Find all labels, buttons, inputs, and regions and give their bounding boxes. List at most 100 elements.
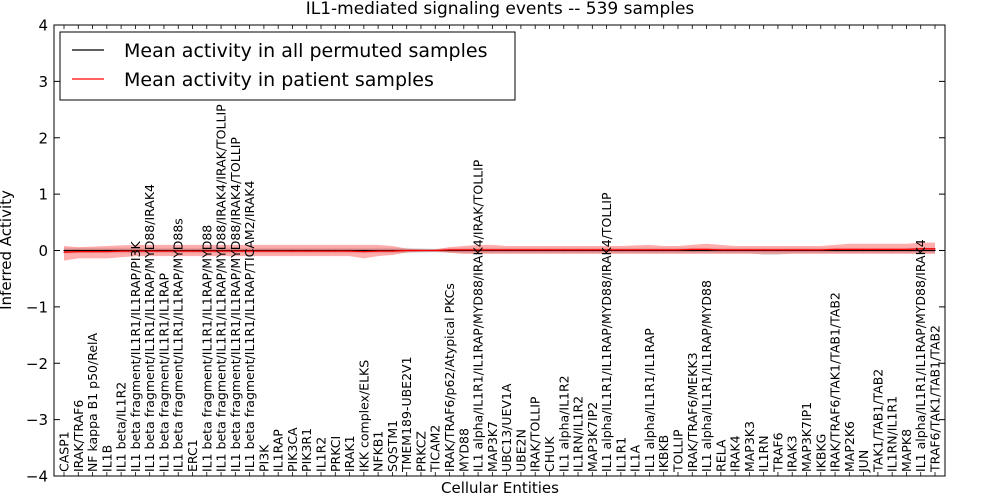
series-0-point-2 — [92, 249, 94, 252]
x-tick-label: JUN — [856, 450, 871, 473]
series-1-point-58 — [891, 248, 893, 250]
series-1-point-10 — [206, 250, 208, 252]
series-1-point-56 — [863, 248, 865, 250]
series-1-point-6 — [149, 250, 151, 252]
series-1-point-18 — [320, 250, 322, 252]
y-tick-label: 4 — [38, 17, 48, 35]
x-tick-label: PRKCI — [328, 436, 343, 472]
series-1-point-24 — [406, 249, 408, 252]
series-1-point-44 — [691, 248, 693, 250]
legend-label-permuted: Mean activity in all permuted samples — [124, 40, 487, 62]
series-1-point-40 — [634, 249, 636, 251]
series-0-point-0 — [63, 249, 65, 252]
legend: Mean activity in all permuted samples Me… — [59, 31, 516, 101]
series-1-point-9 — [191, 250, 194, 252]
series-1-point-38 — [606, 249, 608, 251]
x-tick-label: IL1 alpha/IL1R1/IL1RAP/MYD88/IRAK4 — [913, 239, 928, 472]
series-1-point-52 — [805, 249, 808, 251]
x-tick-label: IL1 beta fragment/IL1R1/IL1RAP/MYD88s — [171, 218, 186, 472]
series-1-point-48 — [748, 249, 751, 251]
x-tick-label: MAP3K3 — [742, 421, 757, 472]
x-tick-label: PRKCZ — [414, 431, 429, 472]
series-1-point-34 — [548, 249, 551, 251]
series-1-point-41 — [648, 249, 651, 251]
x-tick-label: IRAK/TRAF6/p62/Atypical PKCs — [442, 283, 457, 472]
x-tick-label: IL1 beta fragment/IL1R1/IL1RAP/MYD88/IRA… — [214, 104, 229, 472]
series-1-point-35 — [563, 249, 565, 251]
series-0-point-3 — [106, 249, 108, 252]
y-tick-label: 3 — [38, 73, 48, 91]
x-tick-label: IL1 beta fragment/IL1R1/IL1RAP — [157, 272, 172, 472]
series-1-point-28 — [463, 249, 465, 251]
series-1-point-32 — [520, 249, 522, 251]
x-tick-label: IRAK4 — [728, 435, 743, 472]
x-tick-label: IL1RAP — [271, 429, 286, 472]
series-0-point-59 — [905, 249, 908, 252]
series-0-point-55 — [848, 249, 850, 252]
x-tick-label: UBC13/UEV1A — [499, 383, 514, 472]
x-tick-label: IL1 beta fragment/IL1R1/IL1RAP/TICAM2/IR… — [242, 181, 257, 472]
x-tick-label: IL1 alpha/IL1R2 — [556, 375, 571, 472]
series-1-point-27 — [448, 249, 451, 251]
x-tick-label: TRAF6 — [770, 432, 785, 473]
series-1-point-5 — [134, 250, 136, 252]
y-tick-label: 0 — [38, 242, 48, 260]
x-tick-label: MYD88 — [456, 428, 471, 472]
x-tick-label: MAP3K7IP1 — [799, 402, 814, 472]
series-1-point-39 — [620, 249, 622, 251]
x-tick-label: TOLLIP — [671, 429, 686, 473]
x-tick-label: IKBKB — [656, 435, 671, 472]
y-tick-label: 1 — [38, 186, 48, 204]
series-1-point-14 — [263, 250, 265, 252]
y-tick-label: −4 — [26, 468, 48, 486]
x-tick-label: IRAK1 — [342, 435, 357, 472]
x-tick-label: TRAF6/TAK1/TAB1/TAB2 — [928, 325, 943, 473]
x-tick-label: IRAK/TOLLIP — [528, 396, 543, 472]
x-tick-label: IL1 beta fragment/IL1R1/IL1RAP/MYD88/IRA… — [142, 184, 157, 472]
x-tick-label: IRAK/TRAF6/MEKK3 — [685, 352, 700, 472]
legend-box — [59, 31, 516, 101]
series-1-point-42 — [663, 249, 665, 251]
series-1-point-20 — [349, 250, 351, 252]
series-1-point-31 — [506, 249, 508, 251]
series-1-point-13 — [249, 250, 251, 252]
x-tick-label: NF kappa B1 p50/RelA — [85, 333, 100, 473]
x-tick-label: IL1 beta/IL1R2 — [114, 382, 129, 472]
series-1-point-29 — [477, 249, 479, 251]
y-tick-label: −3 — [26, 411, 48, 429]
x-tick-label: IL1RN/IL1R2 — [571, 396, 586, 472]
x-tick-label: IRAK3 — [785, 435, 800, 472]
x-tick-label: IL1 beta fragment/IL1R1/IL1RAP/MYD88/IRA… — [228, 137, 243, 472]
series-1-point-15 — [277, 250, 279, 252]
x-tick-label: PI3K — [256, 444, 271, 472]
series-1-point-60 — [920, 248, 922, 250]
series-1-point-59 — [905, 248, 908, 250]
x-tick-label: ERC1 — [185, 439, 200, 472]
x-tick-label: IL1 beta fragment/IL1R1/IL1RAP/PI3K — [128, 241, 143, 472]
x-tick-label: TMEM189-UBE2V1 — [399, 356, 414, 473]
series-1-point-16 — [291, 250, 294, 252]
x-tick-label: IKBKG — [813, 434, 828, 472]
chart-title: IL1-mediated signaling events -- 539 sam… — [306, 0, 695, 19]
series-0-point-54 — [834, 249, 836, 252]
series-1-point-1 — [77, 251, 79, 253]
series-0-point-44 — [691, 249, 693, 252]
x-tick-label: IKK complex/ELKS — [356, 360, 371, 472]
series-1-point-3 — [106, 251, 108, 253]
series-1-point-53 — [820, 249, 822, 251]
x-tick-label: MAP3K7IP2 — [585, 402, 600, 472]
series-1-point-37 — [591, 249, 593, 251]
series-1-point-43 — [677, 249, 679, 251]
series-1-point-8 — [177, 250, 179, 252]
series-0-point-57 — [877, 249, 879, 252]
x-tick-label: IL1RN/IL1R1 — [885, 396, 900, 472]
x-tick-label: IL1RN — [756, 435, 771, 472]
series-line-1 — [63, 248, 935, 253]
x-tick-label: CHUK — [542, 436, 557, 472]
series-1-point-33 — [534, 249, 536, 251]
y-tick-label: 2 — [38, 129, 48, 147]
x-tick-label: IL1 alpha/IL1R1/IL1RAP/MYD88/IRAK4/IRAK/… — [471, 159, 486, 472]
series-1-point-54 — [834, 248, 836, 250]
x-tick-label: TAK1/TAB1/TAB2 — [870, 369, 885, 473]
